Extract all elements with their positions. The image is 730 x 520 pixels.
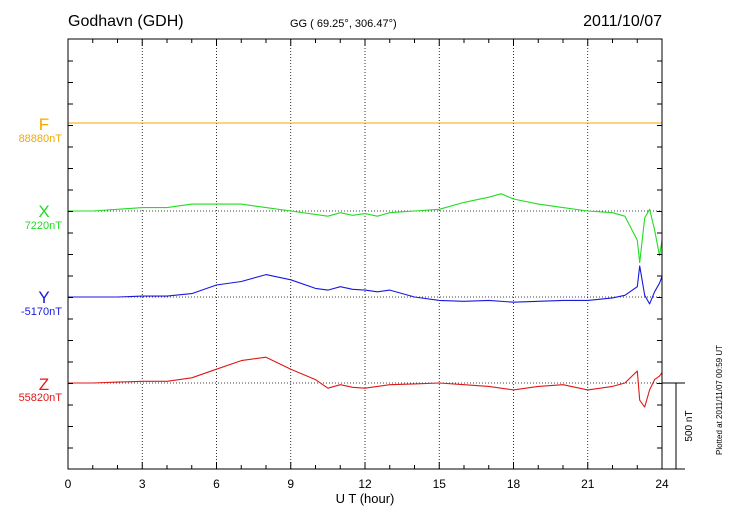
coordinates-label: GG ( 69.25°, 306.47°) <box>290 18 397 30</box>
x-tick-labels: 0 3 6 9 12 15 18 21 24 <box>65 477 669 491</box>
series-baseline-y: -5170nT <box>21 306 62 318</box>
series-line-y <box>68 265 663 305</box>
x-tick-label: 0 <box>65 477 72 491</box>
x-axis-label: U T (hour) <box>336 491 395 506</box>
series-line-x <box>68 193 663 264</box>
x-tick-label: 9 <box>287 477 294 491</box>
x-tick-label: 24 <box>655 477 669 491</box>
series-baseline-x: 7220nT <box>25 220 63 232</box>
grid-lines <box>68 39 662 469</box>
x-tick-label: 18 <box>507 477 521 491</box>
series-baseline-f: 88880nT <box>19 133 63 145</box>
plot-frame <box>67 38 663 470</box>
scale-bar: 500 nT <box>662 382 695 470</box>
x-tick-label: 12 <box>358 477 372 491</box>
date-label: 2011/10/07 <box>583 13 662 30</box>
plotted-timestamp: Plotted at 2011/11/07 00:59 UT <box>715 345 724 455</box>
series-line-z <box>68 356 663 408</box>
x-tick-label: 6 <box>213 477 220 491</box>
series-name-x: X <box>38 202 49 221</box>
series-baseline-z: 55820nT <box>19 392 63 404</box>
scale-bar-label: 500 nT <box>684 410 695 441</box>
series-name-f: F <box>39 115 49 134</box>
series-name-y: Y <box>38 288 49 307</box>
x-tick-label: 15 <box>433 477 447 491</box>
axis-ticks <box>67 39 663 469</box>
series-name-z: Z <box>39 375 49 394</box>
station-title: Godhavn (GDH) <box>68 13 184 30</box>
x-tick-label: 21 <box>581 477 595 491</box>
x-tick-label: 3 <box>139 477 146 491</box>
